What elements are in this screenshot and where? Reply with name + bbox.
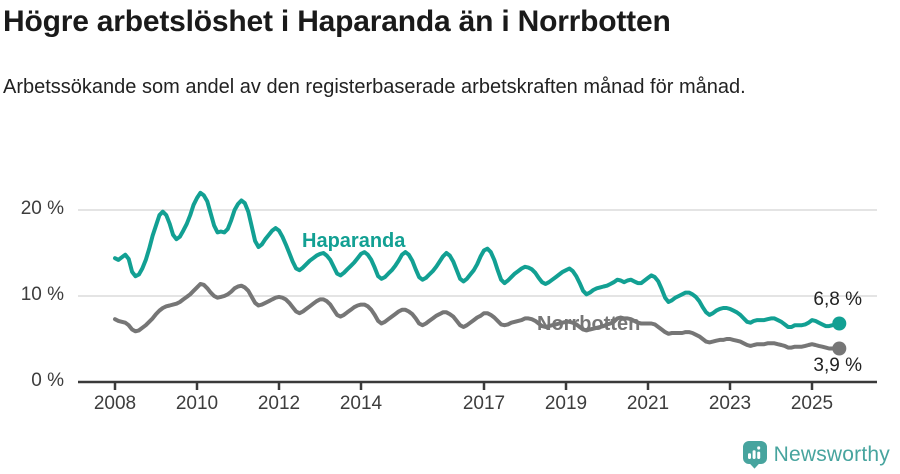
x-tick-label-2025: 2025 xyxy=(790,393,834,414)
haparanda-end-value-label: 6,8 % xyxy=(813,289,862,310)
norrbotten-series-label: Norrbotten xyxy=(537,313,641,335)
haparanda-series-label: Haparanda xyxy=(302,230,406,252)
gridlines xyxy=(78,209,877,297)
series-lines xyxy=(113,190,842,351)
x-tick-label-2008: 2008 xyxy=(93,393,137,414)
y-tick-label-0: 0 % xyxy=(31,370,64,391)
y-tick-label-10: 10 % xyxy=(20,284,64,305)
x-tick-label-2021: 2021 xyxy=(626,393,670,414)
x-tick-label-2010: 2010 xyxy=(175,393,219,414)
norrbotten-line xyxy=(113,282,842,351)
haparanda-end-dot xyxy=(832,316,847,331)
newsworthy-chart-pin-icon xyxy=(742,441,767,469)
x-tick-label-2014: 2014 xyxy=(339,393,383,414)
page-title: Högre arbetslöshet i Haparanda än i Norr… xyxy=(3,5,671,38)
y-tick-label-20: 20 % xyxy=(20,198,64,219)
newsworthy-attribution: Newsworthy xyxy=(742,440,890,469)
chart-subtitle: Arbetssökande som andel av den registerb… xyxy=(3,76,746,98)
x-tick-label-2017: 2017 xyxy=(462,393,506,414)
x-tick-label-2019: 2019 xyxy=(544,393,588,414)
haparanda-line xyxy=(113,190,842,329)
x-tick-label-2012: 2012 xyxy=(257,393,301,414)
x-tick-label-2023: 2023 xyxy=(708,393,752,414)
series-end-dots xyxy=(832,316,847,356)
x-axis-ticks xyxy=(113,382,814,390)
newsworthy-brand-name: Newsworthy xyxy=(773,442,890,466)
norrbotten-end-dot xyxy=(832,341,847,356)
norrbotten-end-value-label: 3,9 % xyxy=(813,355,862,376)
